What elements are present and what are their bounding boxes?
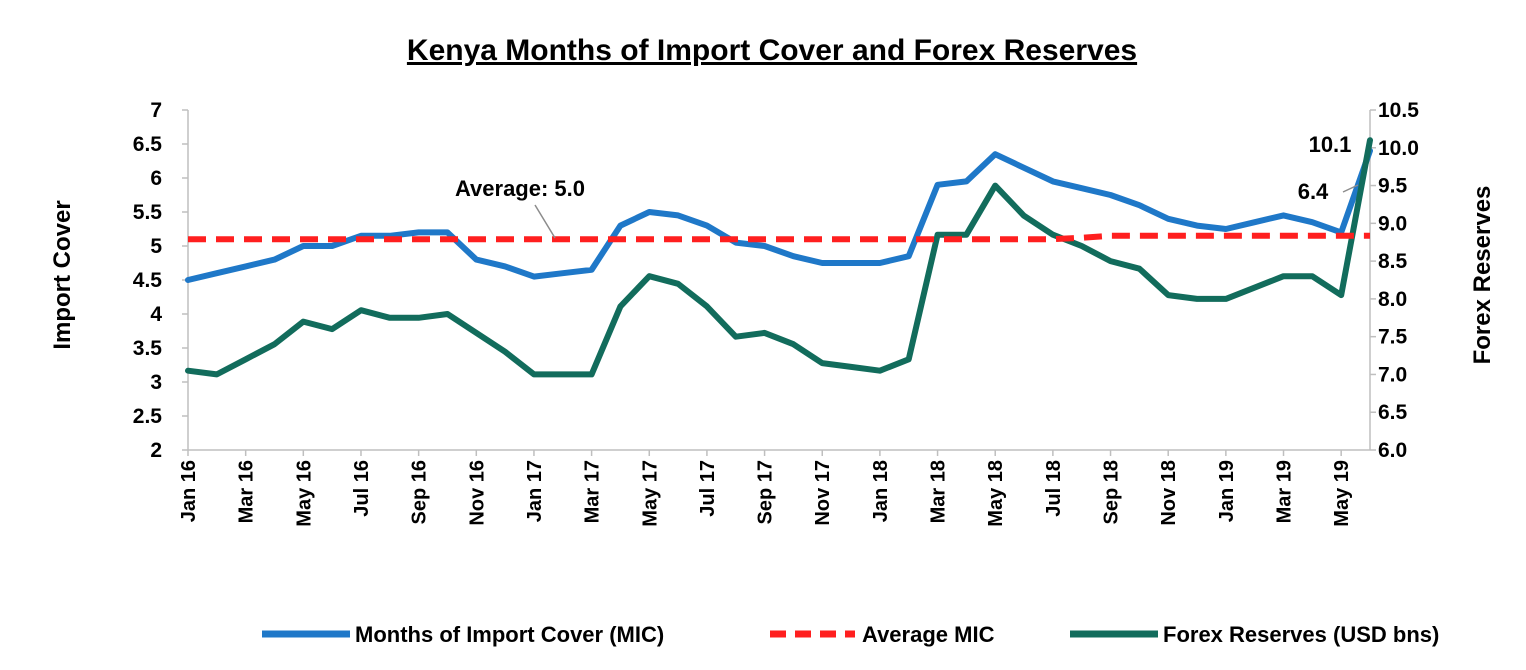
x-tick-label: Nov 17	[812, 460, 834, 526]
legend-item-mic: Months of Import Cover (MIC)	[262, 622, 664, 647]
right-axis-ticks: 6.0 6.5 7.0 7.5 8.0 8.5 9.0 9.5 10.0 10.5	[1370, 99, 1419, 462]
right-tick-label: 8.5	[1378, 250, 1408, 273]
left-tick-label: 3	[150, 371, 162, 394]
x-tick-label: May 16	[293, 460, 315, 527]
right-tick-label: 10.0	[1378, 137, 1419, 160]
x-tick-label: Jul 16	[351, 460, 373, 517]
average-annotation: Average: 5.0	[455, 176, 585, 201]
mic-end-annotation-leader	[1342, 184, 1359, 193]
right-tick-label: 9.5	[1378, 175, 1408, 198]
right-tick-label: 9.0	[1378, 212, 1407, 235]
right-tick-label: 6.0	[1378, 439, 1407, 462]
right-tick-label: 7.5	[1378, 326, 1408, 349]
x-tick-label: Jan 19	[1216, 460, 1238, 522]
x-tick-label: Jan 18	[870, 460, 892, 522]
legend: Months of Import Cover (MIC) Average MIC…	[262, 622, 1439, 647]
legend-label-forex: Forex Reserves (USD bns)	[1163, 622, 1439, 647]
left-axis-title: Import Cover	[49, 200, 76, 349]
x-tick-label: May 17	[639, 460, 661, 527]
x-tick-label: Mar 19	[1274, 460, 1296, 523]
chart-title: Kenya Months of Import Cover and Forex R…	[407, 34, 1137, 67]
left-tick-label: 3.5	[133, 337, 163, 360]
left-tick-label: 6	[150, 167, 162, 190]
left-axis-ticks: 2 2.5 3 3.5 4 4.5 5 5.5 6 6.5 7	[133, 99, 188, 462]
x-tick-label: Jul 18	[1043, 460, 1065, 517]
x-tick-label: Jul 17	[697, 460, 719, 517]
right-tick-label: 8.0	[1378, 288, 1407, 311]
left-tick-label: 6.5	[133, 133, 163, 156]
left-tick-label: 4	[150, 303, 162, 326]
x-axis-ticks: Jan 16 Mar 16 May 16 Jul 16 Sep 16 Nov 16 Jan …	[178, 450, 1353, 527]
right-tick-label: 6.5	[1378, 401, 1408, 424]
x-tick-label: Sep 18	[1101, 460, 1123, 524]
x-tick-label: Sep 17	[755, 460, 777, 524]
left-tick-label: 2.5	[133, 405, 163, 428]
x-tick-label: Mar 16	[236, 460, 258, 523]
x-tick-label: Nov 16	[466, 460, 488, 526]
right-tick-label: 10.5	[1378, 99, 1419, 122]
series-layer	[185, 137, 1373, 378]
left-tick-label: 5	[150, 235, 162, 258]
series-line-mic	[185, 147, 1373, 283]
left-tick-label: 7	[150, 99, 162, 122]
legend-label-mic: Months of Import Cover (MIC)	[355, 622, 664, 647]
x-tick-label: Jan 16	[178, 460, 200, 522]
mic-end-annotation: 6.4	[1298, 179, 1329, 204]
legend-item-average: Average MIC	[770, 622, 995, 647]
right-tick-label: 7.0	[1378, 363, 1407, 386]
series-line-average-mic	[188, 232, 1370, 243]
x-tick-label: Sep 16	[409, 460, 431, 524]
series-line-forex-reserves	[185, 137, 1373, 378]
x-tick-label: May 19	[1331, 460, 1353, 527]
x-tick-label: May 18	[985, 460, 1007, 527]
right-axis-title: Forex Reserves	[1469, 186, 1496, 365]
x-tick-label: Jan 17	[524, 460, 546, 522]
left-tick-label: 4.5	[133, 269, 163, 292]
legend-item-forex: Forex Reserves (USD bns)	[1070, 622, 1439, 647]
x-tick-label: Mar 17	[582, 460, 604, 523]
left-tick-label: 2	[150, 439, 162, 462]
x-tick-label: Mar 18	[928, 460, 950, 523]
average-annotation-leader	[534, 204, 556, 239]
left-tick-label: 5.5	[133, 201, 163, 224]
forex-end-annotation: 10.1	[1309, 132, 1352, 157]
legend-label-average: Average MIC	[862, 622, 995, 647]
x-tick-label: Nov 18	[1158, 460, 1180, 526]
